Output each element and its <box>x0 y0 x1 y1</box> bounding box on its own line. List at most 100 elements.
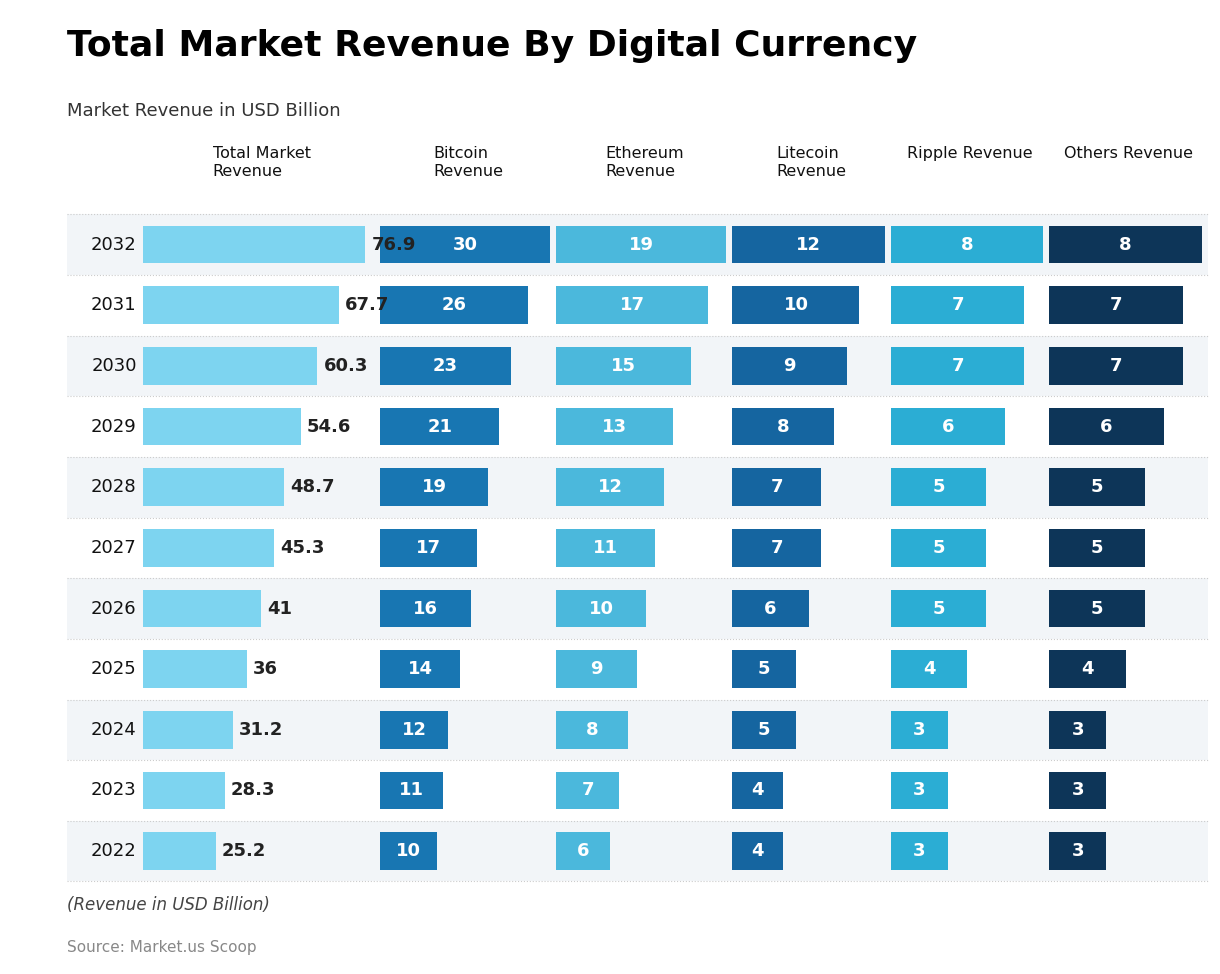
Bar <box>143 589 261 627</box>
Text: 28.3: 28.3 <box>231 781 276 800</box>
Text: 8: 8 <box>961 236 974 253</box>
Text: 3: 3 <box>1071 781 1085 800</box>
Text: 2028: 2028 <box>92 478 137 496</box>
Bar <box>67 579 1208 639</box>
Bar <box>891 226 1043 263</box>
Text: 2031: 2031 <box>92 296 137 315</box>
Bar <box>891 711 948 749</box>
Bar <box>1049 833 1107 870</box>
Bar <box>556 771 619 809</box>
Bar <box>556 651 637 688</box>
Text: 7: 7 <box>1110 356 1122 375</box>
Bar <box>381 771 443 809</box>
Text: 17: 17 <box>620 296 645 315</box>
Bar <box>67 336 1208 396</box>
Text: 41: 41 <box>267 600 293 618</box>
Text: Market Revenue in USD Billion: Market Revenue in USD Billion <box>67 102 340 120</box>
Text: 6: 6 <box>942 418 954 435</box>
Bar <box>67 517 1208 579</box>
Text: 17: 17 <box>416 539 442 557</box>
Bar <box>732 286 859 324</box>
Bar <box>67 457 1208 517</box>
Bar <box>732 347 847 385</box>
Bar <box>143 226 365 263</box>
Bar <box>556 347 691 385</box>
Bar <box>143 833 216 870</box>
Bar <box>143 711 233 749</box>
Text: 31.2: 31.2 <box>239 721 283 739</box>
Bar <box>1049 711 1107 749</box>
Text: 10: 10 <box>396 843 421 860</box>
Text: 12: 12 <box>598 478 622 496</box>
Bar <box>891 408 1005 445</box>
Text: 9: 9 <box>590 660 603 678</box>
Text: 2025: 2025 <box>90 660 137 678</box>
Text: 5: 5 <box>758 660 771 678</box>
Bar <box>556 833 610 870</box>
Text: 5: 5 <box>1091 539 1103 557</box>
Bar <box>143 771 224 809</box>
Bar <box>556 711 628 749</box>
Text: 12: 12 <box>401 721 427 739</box>
Text: 10: 10 <box>589 600 614 618</box>
Text: Others Revenue: Others Revenue <box>1064 146 1193 161</box>
Bar <box>381 468 488 506</box>
Text: 3: 3 <box>1071 721 1085 739</box>
Bar <box>556 226 726 263</box>
Bar <box>143 408 301 445</box>
Bar <box>556 468 664 506</box>
Text: 10: 10 <box>783 296 809 315</box>
Text: 60.3: 60.3 <box>323 356 367 375</box>
Text: 3: 3 <box>914 843 926 860</box>
Text: 26: 26 <box>442 296 466 315</box>
Bar <box>891 771 948 809</box>
Bar <box>891 347 1025 385</box>
Bar <box>556 529 655 567</box>
Text: 8: 8 <box>777 418 789 435</box>
Bar <box>67 214 1208 275</box>
Bar <box>381 651 460 688</box>
Bar <box>381 711 449 749</box>
Text: 11: 11 <box>593 539 619 557</box>
Text: 3: 3 <box>914 721 926 739</box>
Text: 8: 8 <box>586 721 599 739</box>
Bar <box>67 396 1208 457</box>
Bar <box>556 286 709 324</box>
Bar <box>732 408 834 445</box>
Text: 6: 6 <box>764 600 777 618</box>
Bar <box>732 529 821 567</box>
Text: 5: 5 <box>932 478 944 496</box>
Text: 5: 5 <box>758 721 771 739</box>
Text: 7: 7 <box>771 539 783 557</box>
Bar <box>381 286 528 324</box>
Text: 67.7: 67.7 <box>345 296 389 315</box>
Bar <box>732 589 809 627</box>
Text: 5: 5 <box>1091 478 1103 496</box>
Text: 19: 19 <box>630 236 654 253</box>
Bar <box>556 408 672 445</box>
Bar <box>891 833 948 870</box>
Text: Total Market
Revenue: Total Market Revenue <box>212 146 311 178</box>
Bar <box>67 821 1208 881</box>
Bar <box>891 529 986 567</box>
Text: 76.9: 76.9 <box>371 236 416 253</box>
Text: 30: 30 <box>453 236 478 253</box>
Bar <box>1049 589 1144 627</box>
Text: 5: 5 <box>932 600 944 618</box>
Bar <box>67 275 1208 336</box>
Text: 15: 15 <box>611 356 636 375</box>
Bar <box>1049 347 1182 385</box>
Bar <box>381 347 511 385</box>
Bar <box>381 408 499 445</box>
Text: 25.2: 25.2 <box>222 843 266 860</box>
Text: 4: 4 <box>752 781 764 800</box>
Bar <box>891 286 1025 324</box>
Text: 14: 14 <box>407 660 433 678</box>
Text: 12: 12 <box>797 236 821 253</box>
Bar <box>1049 226 1202 263</box>
Text: 2032: 2032 <box>90 236 137 253</box>
Bar <box>891 468 986 506</box>
Bar <box>381 226 550 263</box>
Bar <box>732 651 795 688</box>
Text: 23: 23 <box>433 356 458 375</box>
